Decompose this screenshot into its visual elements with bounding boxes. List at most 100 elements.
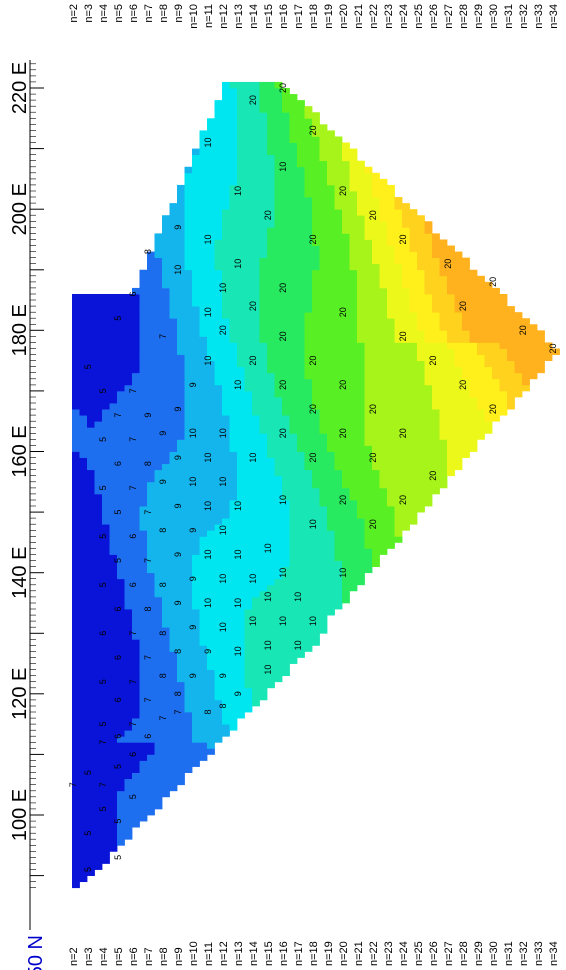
pseudosection-cell xyxy=(102,627,110,634)
pseudosection-cell xyxy=(87,524,95,531)
pseudosection-cell xyxy=(139,766,148,773)
pseudosection-cell xyxy=(297,554,305,561)
pseudosection-cell xyxy=(132,712,140,719)
pseudosection-cell xyxy=(147,699,155,707)
pseudosection-cell xyxy=(124,463,133,471)
pseudosection-cell xyxy=(282,560,290,568)
pseudosection-cell xyxy=(154,415,163,422)
pseudosection-cell xyxy=(147,602,155,610)
pseudosection-cell xyxy=(394,209,403,216)
pseudosection-cell xyxy=(364,378,373,386)
pseudosection-cell xyxy=(304,106,313,113)
pseudosection-cell xyxy=(102,330,110,337)
pseudosection-cell xyxy=(244,203,253,210)
pseudosection-cell xyxy=(139,548,148,555)
pseudosection-cell xyxy=(282,227,290,234)
pseudosection-cell xyxy=(357,336,365,343)
pseudosection-cell xyxy=(222,451,230,458)
contour-label: 8 xyxy=(143,249,153,254)
pseudosection-cell xyxy=(342,512,350,519)
pseudosection-cell xyxy=(364,445,373,452)
pseudosection-cell xyxy=(199,221,208,228)
pseudosection-cell xyxy=(469,348,478,355)
pseudosection-cell xyxy=(297,300,305,307)
pseudosection-cell xyxy=(132,675,140,683)
pseudosection-cell xyxy=(94,506,103,513)
pseudosection-cell xyxy=(162,621,170,628)
pseudosection-cell xyxy=(274,651,283,658)
pseudosection-cell xyxy=(154,287,163,295)
pseudosection-cell xyxy=(177,287,185,295)
pseudosection-cell xyxy=(72,627,80,634)
pseudosection-cell xyxy=(379,433,388,440)
pseudosection-cell xyxy=(79,584,88,592)
contour-label: 20 xyxy=(218,325,228,335)
pseudosection-cell xyxy=(199,215,208,222)
pseudosection-cell xyxy=(469,390,478,398)
pseudosection-cell xyxy=(109,427,118,434)
pseudosection-cell xyxy=(379,360,388,368)
pseudosection-cell xyxy=(102,815,110,822)
pseudosection-cell xyxy=(334,530,343,537)
pseudosection-cell xyxy=(274,639,283,646)
pseudosection-cell xyxy=(124,651,133,658)
pseudosection-cell xyxy=(304,148,313,156)
pseudosection-cell xyxy=(274,88,283,95)
pseudosection-cell xyxy=(207,366,215,374)
pseudosection-cell xyxy=(342,227,350,234)
pseudosection-cell xyxy=(184,469,193,477)
pseudosection-cell xyxy=(244,548,253,555)
pseudosection-cell xyxy=(244,566,253,574)
pseudosection-cell xyxy=(387,506,395,513)
pseudosection-cell xyxy=(274,596,283,604)
pseudosection-cell xyxy=(139,360,148,368)
pseudosection-cell xyxy=(192,663,200,670)
pseudosection-cell xyxy=(207,221,215,228)
pseudosection-cell xyxy=(132,390,140,398)
pseudosection-cell xyxy=(297,566,305,574)
pseudosection-cell xyxy=(229,621,238,628)
pseudosection-cell xyxy=(177,396,185,404)
pseudosection-cell xyxy=(207,487,215,495)
contour-label: 9 xyxy=(173,552,183,557)
pseudosection-cell xyxy=(402,524,410,531)
pseudosection-cell xyxy=(342,493,350,501)
pseudosection-cell xyxy=(282,300,290,307)
pseudosection-cell xyxy=(424,396,433,404)
pseudosection-cell xyxy=(349,487,358,495)
pseudosection-cell xyxy=(477,372,485,380)
pseudosection-cell xyxy=(274,463,283,471)
pseudosection-cell xyxy=(289,499,298,507)
pseudosection-cell xyxy=(417,506,425,513)
pseudosection-cell xyxy=(402,512,410,519)
pseudosection-cell xyxy=(252,342,260,349)
pseudosection-cell xyxy=(259,512,268,519)
pseudosection-cell xyxy=(124,742,133,749)
pseudosection-cell xyxy=(409,433,418,440)
pseudosection-cell xyxy=(297,184,305,192)
pseudosection-cell xyxy=(394,457,403,465)
pseudosection-cell xyxy=(514,324,523,331)
pseudosection-cell xyxy=(274,136,283,143)
pseudosection-cell xyxy=(207,518,215,525)
pseudosection-cell xyxy=(72,457,80,465)
pseudosection-cell xyxy=(79,815,88,822)
pseudosection-cell xyxy=(244,124,253,131)
pseudosection-cell xyxy=(147,621,155,628)
pseudosection-cell xyxy=(289,572,298,580)
pseudosection-cell xyxy=(267,657,275,664)
pseudosection-cell xyxy=(147,360,155,368)
pseudosection-cell xyxy=(424,287,433,295)
pseudosection-cell xyxy=(192,687,200,695)
pseudosection-cell xyxy=(274,81,283,89)
pseudosection-cell xyxy=(424,390,433,398)
pseudosection-cell xyxy=(214,639,223,646)
pseudosection-cell xyxy=(394,433,403,440)
pseudosection-cell xyxy=(139,760,148,767)
pseudosection-cell xyxy=(319,184,328,192)
pseudosection-cell xyxy=(289,554,298,561)
pseudosection-cell xyxy=(177,699,185,707)
pseudosection-cell xyxy=(87,481,95,489)
pseudosection-cell xyxy=(394,372,403,380)
pseudosection-cell xyxy=(282,221,290,228)
